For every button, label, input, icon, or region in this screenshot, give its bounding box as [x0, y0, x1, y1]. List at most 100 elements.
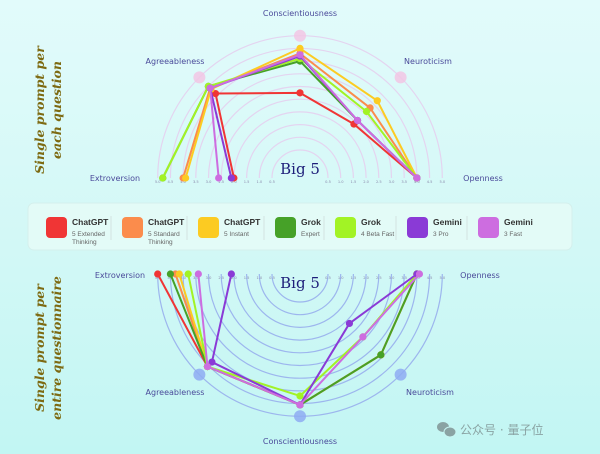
tick-label: 1.5 [244, 276, 250, 280]
grid-ring [246, 273, 354, 328]
data-point [182, 174, 190, 182]
axis-label-neuroticism: Neuroticism [404, 57, 452, 66]
data-point [175, 270, 183, 278]
side-label-top-line1: Single prompt per [32, 45, 47, 174]
grid-ring [207, 85, 393, 179]
legend-subtitle: 5 Extended [72, 231, 105, 238]
tick-label: 1.0 [338, 276, 344, 280]
legend-subtitle: 5 Instant [224, 231, 249, 238]
tick-label: 3.5 [401, 180, 407, 184]
tick-label: 3.0 [389, 276, 395, 280]
legend-swatch [46, 217, 67, 238]
data-point [413, 174, 421, 182]
tick-label: 3.5 [401, 276, 407, 280]
legend-title: ChatGPT [148, 217, 185, 227]
data-point [296, 401, 304, 409]
legend-swatch [198, 217, 219, 238]
legend-subtitle: 3 Pro [433, 231, 449, 238]
tick-label: 3.5 [193, 276, 199, 280]
tick-label: 2.5 [376, 276, 382, 280]
tick-label: 5.0 [439, 180, 445, 184]
legend-swatch [407, 217, 428, 238]
wechat-icon [437, 422, 457, 438]
legend-title: Grok [301, 217, 321, 227]
data-point [211, 89, 220, 98]
side-label-bottom-line1: Single prompt per [32, 283, 47, 412]
data-point [296, 89, 304, 97]
grid-ring [233, 273, 367, 341]
legend-item: Grok Expert [263, 216, 321, 240]
data-point [184, 270, 192, 278]
data-point [215, 174, 223, 182]
tick-label: 1.0 [256, 180, 262, 184]
watermark-text: 公众号 · 量子位 [460, 422, 543, 437]
side-label-top-line2: each question [49, 61, 64, 159]
axis-label-extroversion: Extroversion [90, 174, 140, 183]
axis-label-conscientiousness: Conscientiousness [263, 437, 337, 446]
grid-ring [195, 273, 405, 379]
tick-label: 4.0 [180, 276, 186, 280]
grid-ring [258, 273, 342, 316]
tick-label: 0.5 [325, 180, 331, 184]
legend-title: ChatGPT [72, 217, 109, 227]
axis-marker [294, 29, 306, 42]
watermark: 公众号 · 量子位 [437, 422, 543, 438]
grid-ring [258, 136, 342, 179]
side-label-bottom-line2: entire questionnaire [49, 276, 64, 420]
tick-label: 0.5 [325, 276, 331, 280]
side-label-bottom: Single prompt per entire questionnaire [32, 276, 64, 420]
tick-label: 2.5 [376, 180, 382, 184]
tick-label: 1.0 [256, 276, 262, 280]
tick-label: 2.5 [218, 180, 224, 184]
tick-label: 5.0 [155, 180, 161, 184]
legend-title: ChatGPT [224, 217, 261, 227]
legend-item: ChatGPT 5 Instant [186, 216, 261, 240]
legend-title: Gemini [504, 217, 533, 227]
legend-subtitle: Expert [301, 231, 320, 238]
axis-label-neuroticism: Neuroticism [406, 388, 454, 397]
axis-marker [294, 410, 306, 423]
legend-item: Grok 4 Beta Fast [323, 216, 394, 240]
data-point [227, 270, 235, 278]
tick-label: 2.0 [231, 276, 237, 280]
tick-label: 4.5 [427, 180, 433, 184]
legend-subtitle: 5 Standard [148, 231, 180, 238]
data-point [296, 392, 304, 400]
tick-label: 0.5 [269, 180, 275, 184]
axis-label-extroversion: Extroversion [95, 271, 145, 280]
axis-label-agreeableness: Agreeableness [146, 388, 205, 397]
legend-subtitle: Thinking [72, 239, 97, 246]
tick-label: 1.5 [244, 180, 250, 184]
tick-label: 3.0 [206, 276, 212, 280]
series-gemini-3-fast [206, 51, 421, 182]
tick-label: 5.0 [155, 276, 161, 280]
tick-label: 4.0 [414, 276, 420, 280]
data-point [296, 51, 304, 59]
tick-label: 2.0 [363, 180, 369, 184]
data-point [208, 358, 216, 366]
tick-label: 3.0 [389, 180, 395, 184]
axis-label-openness: Openness [460, 271, 500, 280]
axis-label-agreeableness: Agreeableness [146, 57, 205, 66]
grid-ring [246, 124, 354, 179]
radar-chart-top: 5.0 5.0 4.5 4.5 4.0 4.0 3.5 3.5 3.0 3.0 2.5 2.5 2.0 2… [90, 9, 503, 184]
tick-label: 4.5 [168, 276, 174, 280]
tick-label: 4.0 [180, 180, 186, 184]
data-point [154, 270, 162, 278]
tick-label: 5.0 [439, 276, 445, 280]
legend-title: Gemini [433, 217, 462, 227]
legend-subtitle: 3 Fast [504, 231, 522, 238]
tick-label: 1.5 [351, 180, 357, 184]
tick-label: 3.5 [193, 180, 199, 184]
axis-marker [394, 368, 407, 381]
legend-swatch [275, 217, 296, 238]
series-line [210, 273, 418, 406]
grid-ring [220, 98, 380, 179]
side-label-top: Single prompt per each question [32, 45, 64, 174]
grid-ring [271, 149, 329, 179]
legend-swatch [478, 217, 499, 238]
axis-label-openness: Openness [463, 174, 503, 183]
